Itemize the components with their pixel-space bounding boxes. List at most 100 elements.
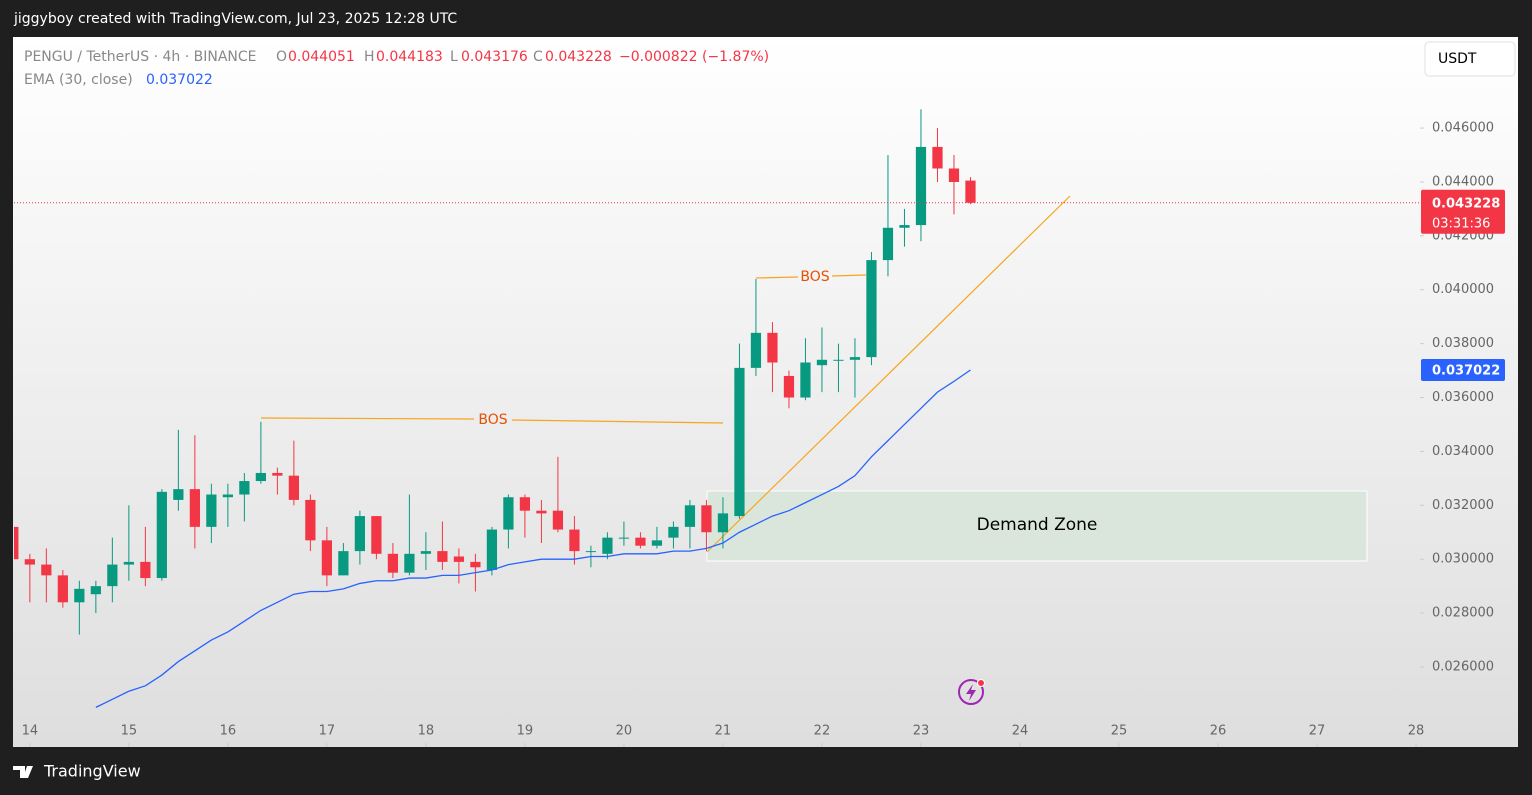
y-tick-label: 0.038000	[1432, 336, 1494, 351]
candle-body	[90, 586, 101, 595]
candle-body	[24, 559, 35, 565]
candle-body	[288, 475, 299, 500]
bos-line	[260, 417, 475, 420]
ema-price-tag	[1421, 358, 1505, 381]
candle-body	[404, 553, 415, 573]
candle-body	[684, 505, 696, 527]
brand: TradingView	[43, 762, 141, 781]
y-tick-label: 0.030000	[1432, 552, 1494, 567]
candle-body	[206, 494, 217, 527]
candle-body	[503, 497, 514, 530]
ohlc-key: C	[533, 49, 543, 65]
symbol: PENGU / TetherUS · 4h · BINANCE	[24, 49, 256, 65]
candle-body	[453, 556, 465, 562]
candle-body	[915, 146, 927, 226]
y-tick-label: 0.040000	[1432, 282, 1494, 297]
y-tick-label: 0.044000	[1432, 174, 1494, 189]
bos-label: BOS	[478, 412, 507, 428]
bos-label: BOS	[800, 269, 829, 285]
candle-body	[57, 575, 68, 603]
candle-body	[783, 375, 795, 398]
y-tick-label: 0.026000	[1432, 659, 1494, 674]
candle-body	[816, 359, 828, 366]
event-dot	[977, 679, 985, 687]
x-tick-label: 23	[913, 724, 930, 739]
candle-body	[41, 564, 52, 576]
candle-body	[635, 537, 646, 546]
candle-body	[882, 227, 894, 261]
candle-body	[470, 561, 481, 568]
candle-body	[107, 564, 118, 587]
x-tick-label: 20	[616, 724, 633, 739]
candle-body	[189, 489, 200, 527]
y-tick-label: 0.046000	[1432, 121, 1494, 136]
candle-body	[222, 494, 233, 498]
candle-body	[552, 510, 564, 530]
event-icon[interactable]	[958, 679, 984, 705]
candle-body	[899, 225, 910, 228]
logo-mark	[13, 766, 33, 778]
y-tick-label: 0.028000	[1432, 606, 1494, 621]
candle-body	[932, 146, 943, 169]
candle-body	[800, 362, 811, 398]
event-icon-bolt	[966, 684, 976, 701]
candle-body	[750, 332, 762, 368]
x-tick-label: 16	[220, 724, 237, 739]
candle-body	[519, 497, 531, 511]
ema-line	[95, 369, 971, 708]
candle-body	[420, 551, 432, 554]
candle-body	[536, 510, 547, 514]
ema-value: 0.037022	[146, 72, 213, 88]
candle-body	[965, 180, 976, 203]
trend-line	[706, 195, 1071, 553]
candle-body	[156, 491, 167, 579]
x-tick-label: 22	[814, 724, 831, 739]
credit: jiggyboy created with TradingView.com, J…	[13, 11, 457, 27]
bos-line	[831, 274, 867, 277]
candle-body	[767, 332, 778, 363]
y-tick-label: 0.036000	[1432, 390, 1494, 405]
x-tick-label: 19	[517, 724, 534, 739]
legend: PENGU / TetherUS · 4h · BINANCE O 0.0440…	[24, 49, 769, 88]
ohlc-key: O	[276, 49, 287, 65]
currency-button[interactable]	[1424, 41, 1516, 77]
ohlc-value: 0.044051	[288, 49, 355, 65]
candle-body	[74, 588, 85, 603]
candle-body	[255, 472, 266, 482]
candle-body	[371, 516, 382, 554]
candle-body	[717, 513, 729, 533]
candle-body	[734, 367, 745, 517]
candle-body	[14, 526, 19, 560]
ohlc-value: 0.044183	[376, 49, 443, 65]
x-tick-label: 27	[1309, 724, 1326, 739]
last-price-label: 0.043228	[1432, 196, 1500, 211]
brand-logo: TradingView	[13, 762, 141, 781]
candle-body	[123, 561, 134, 565]
x-tick-label: 24	[1012, 724, 1029, 739]
x-tick-label: 25	[1111, 724, 1128, 739]
x-tick-label: 26	[1210, 724, 1227, 739]
countdown: 03:31:36	[1432, 216, 1490, 231]
ohlc-value: 0.043228	[545, 49, 612, 65]
ohlc-value: 0.043176	[461, 49, 528, 65]
candle-body	[618, 537, 630, 539]
bos-line	[511, 419, 724, 424]
candle-body	[305, 499, 316, 541]
candle-body	[437, 551, 448, 562]
last-price-tag	[1421, 189, 1505, 234]
plot-area: Demand Zone BOS BOS	[14, 109, 1420, 708]
ema-name: EMA (30, close)	[24, 72, 133, 88]
x-tick-label: 28	[1408, 724, 1425, 739]
ohlc-key: H	[364, 49, 375, 65]
chart-panel	[13, 37, 1518, 747]
candle-body	[602, 537, 613, 554]
y-tick-label: 0.034000	[1432, 444, 1494, 459]
candle-body	[849, 357, 861, 360]
candle-body	[866, 260, 877, 358]
candle-body	[486, 529, 498, 570]
candle-body	[948, 168, 960, 182]
x-tick-label: 15	[121, 724, 138, 739]
x-tick-label: 21	[715, 724, 732, 739]
candle-body	[701, 505, 712, 533]
